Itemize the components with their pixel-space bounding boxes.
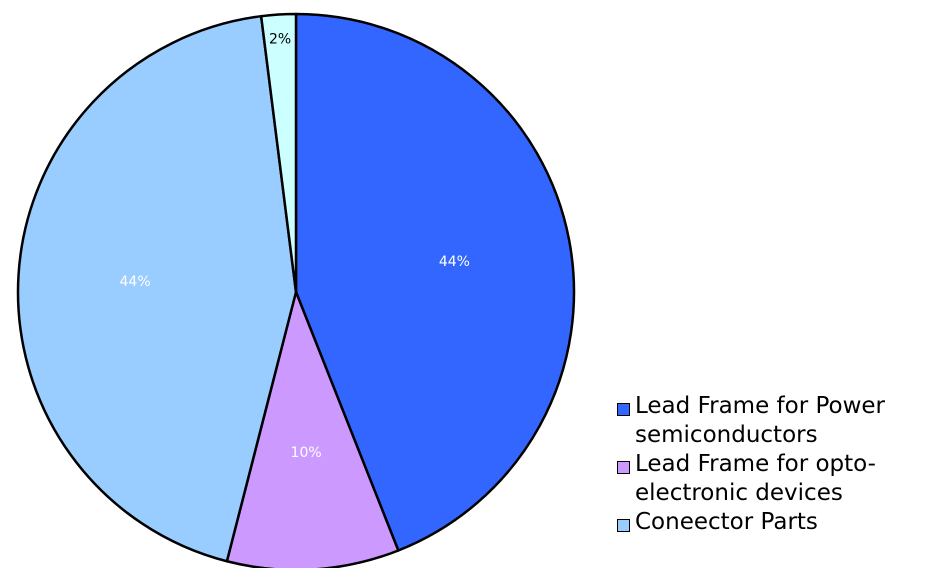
legend-swatch bbox=[617, 519, 630, 532]
slice-data-label: 10% bbox=[291, 445, 322, 461]
chart-legend: Lead Frame for Power semiconductors Lead … bbox=[617, 392, 947, 537]
legend-item: Coneector Parts bbox=[617, 508, 947, 537]
legend-label: Lead Frame for opto- electronic devices bbox=[635, 450, 876, 508]
slice-data-label: 44% bbox=[120, 274, 151, 290]
slice-data-label: 2% bbox=[269, 32, 291, 48]
legend-swatch bbox=[617, 461, 630, 474]
legend-swatch bbox=[617, 403, 630, 416]
legend-label: Lead Frame for Power semiconductors bbox=[635, 392, 885, 450]
legend-item: Lead Frame for Power semiconductors bbox=[617, 392, 947, 450]
legend-label: Coneector Parts bbox=[635, 508, 818, 537]
slice-data-label: 44% bbox=[439, 254, 470, 270]
legend-item: Lead Frame for opto- electronic devices bbox=[617, 450, 947, 508]
